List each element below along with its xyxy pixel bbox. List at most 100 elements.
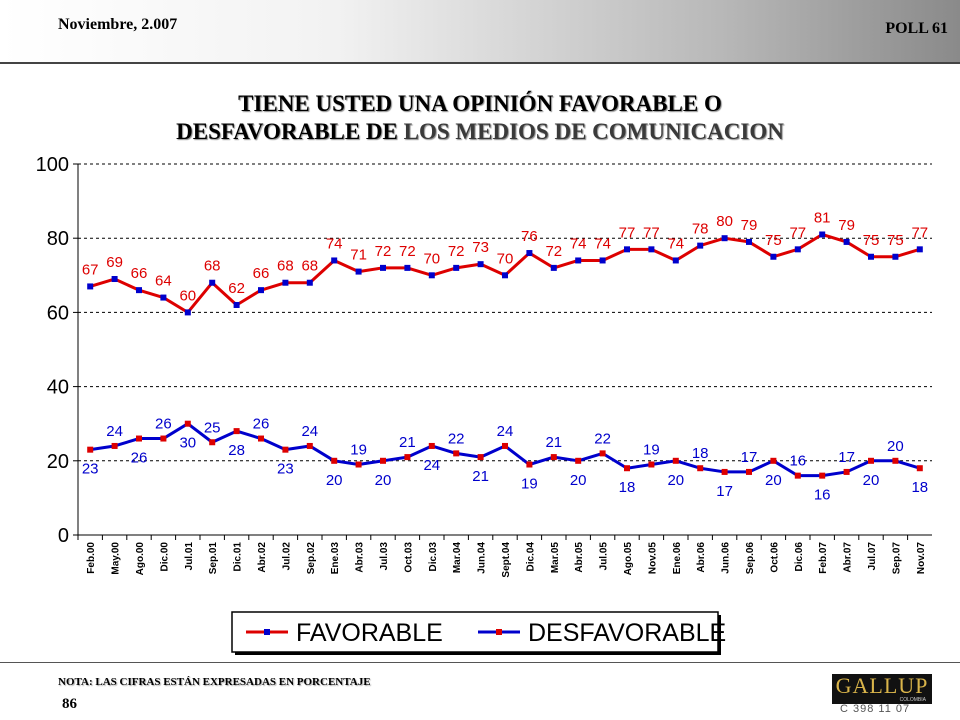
x-tick-label: Feb.00 (86, 542, 97, 574)
data-label: 75 (887, 232, 904, 249)
y-tick-label: 100 (36, 154, 69, 176)
data-point (184, 309, 191, 316)
x-tick-label: Abr.06 (696, 542, 707, 573)
data-label: 24 (301, 423, 318, 440)
data-point (550, 264, 557, 271)
data-point (624, 246, 630, 253)
data-point (355, 268, 362, 275)
chart-title-line2-part2: LOS MEDIOS DE COMUNICACION (403, 119, 784, 144)
data-point (380, 264, 386, 271)
data-point (843, 468, 850, 475)
data-point (233, 428, 240, 435)
data-point (209, 439, 216, 446)
data-point (306, 279, 313, 286)
data-point (160, 435, 167, 442)
data-label: 19 (643, 442, 660, 459)
data-point (721, 468, 728, 475)
data-label: 26 (253, 416, 270, 433)
data-point (477, 454, 484, 461)
data-point (672, 457, 679, 464)
footer-divider (0, 662, 960, 663)
data-point (209, 279, 216, 286)
data-label: 17 (716, 483, 733, 500)
data-label: 26 (155, 416, 172, 433)
x-tick-label: Ago.00 (135, 542, 146, 576)
data-label: 75 (863, 232, 880, 249)
data-label: 79 (838, 217, 855, 234)
footnote: NOTA: LAS CIFRAS ESTÁN EXPRESADAS EN POR… (58, 676, 371, 688)
data-label: 70 (423, 250, 440, 267)
data-label: 24 (106, 423, 123, 440)
data-label: 21 (545, 434, 562, 451)
legend-swatch-marker (496, 629, 502, 635)
data-label: 74 (667, 235, 684, 252)
data-point (380, 457, 386, 464)
data-point (233, 301, 240, 308)
line-chart: 0 20 40 60 80 100 Feb.00 May.00 Ago.00 Dic.00 Jul.… (36, 154, 932, 655)
x-tick-label: Abr.05 (574, 542, 585, 573)
data-point (892, 253, 899, 260)
data-point (648, 246, 655, 253)
data-label: 20 (570, 472, 587, 489)
data-point (331, 457, 338, 464)
data-label: 28 (228, 442, 245, 459)
data-point (770, 253, 777, 260)
data-point (916, 246, 923, 253)
page-number: 86 (62, 696, 77, 712)
x-tick-label: Abr.02 (257, 542, 268, 573)
data-point (819, 231, 826, 238)
data-label: 24 (497, 423, 514, 440)
data-point (526, 461, 533, 468)
data-label: 60 (179, 287, 196, 304)
data-point (794, 472, 801, 479)
y-tick-label: 80 (47, 228, 69, 250)
x-tick-label: Nov.07 (916, 542, 927, 574)
data-point (258, 287, 264, 294)
data-label: 17 (741, 449, 758, 466)
data-label: 24 (423, 457, 440, 474)
data-point (770, 457, 777, 464)
data-label: 73 (472, 239, 489, 256)
data-label: 62 (228, 280, 245, 297)
x-tick-label: Sep.01 (208, 542, 219, 575)
data-point (428, 272, 435, 279)
data-label: 20 (326, 472, 343, 489)
data-label: 64 (155, 273, 172, 290)
x-tick-label: Ene.06 (672, 542, 683, 575)
data-point (624, 465, 630, 472)
chart-title: TIENE USTED UNA OPINIÓN FAVORABLE O DESF… (0, 90, 960, 146)
x-tick-label: Dic.04 (525, 542, 536, 572)
data-label: 18 (911, 479, 928, 496)
data-label: 70 (497, 250, 514, 267)
data-label: 20 (375, 472, 392, 489)
chart-title-line2: DESFAVORABLE DE LOS MEDIOS DE COMUNICACI… (0, 118, 960, 146)
data-label: 79 (741, 217, 758, 234)
data-point (648, 461, 655, 468)
data-point (819, 472, 826, 479)
data-point (184, 420, 191, 427)
data-label: 18 (619, 479, 636, 496)
x-tick-label: Oct.06 (769, 542, 780, 573)
data-point (599, 450, 606, 457)
legend-label: DESFAVORABLE (528, 619, 726, 647)
data-point (550, 454, 557, 461)
y-tick-label: 20 (47, 451, 69, 473)
data-point (160, 294, 167, 301)
data-point (575, 457, 582, 464)
x-tick-label: Dic.03 (428, 542, 439, 572)
y-tick-label: 0 (58, 525, 69, 547)
data-label: 74 (594, 235, 611, 252)
data-label: 19 (350, 442, 367, 459)
legend-swatch-marker (264, 629, 270, 635)
data-point (721, 235, 728, 242)
data-point (502, 272, 508, 279)
data-label: 21 (472, 468, 489, 485)
data-label: 20 (887, 438, 904, 455)
data-point (672, 257, 679, 264)
x-tick-label: Dic.06 (794, 542, 805, 572)
data-label: 17 (838, 449, 855, 466)
data-label: 72 (375, 243, 392, 260)
data-label: 26 (131, 450, 148, 467)
data-label: 68 (204, 258, 221, 275)
data-point (746, 468, 752, 475)
